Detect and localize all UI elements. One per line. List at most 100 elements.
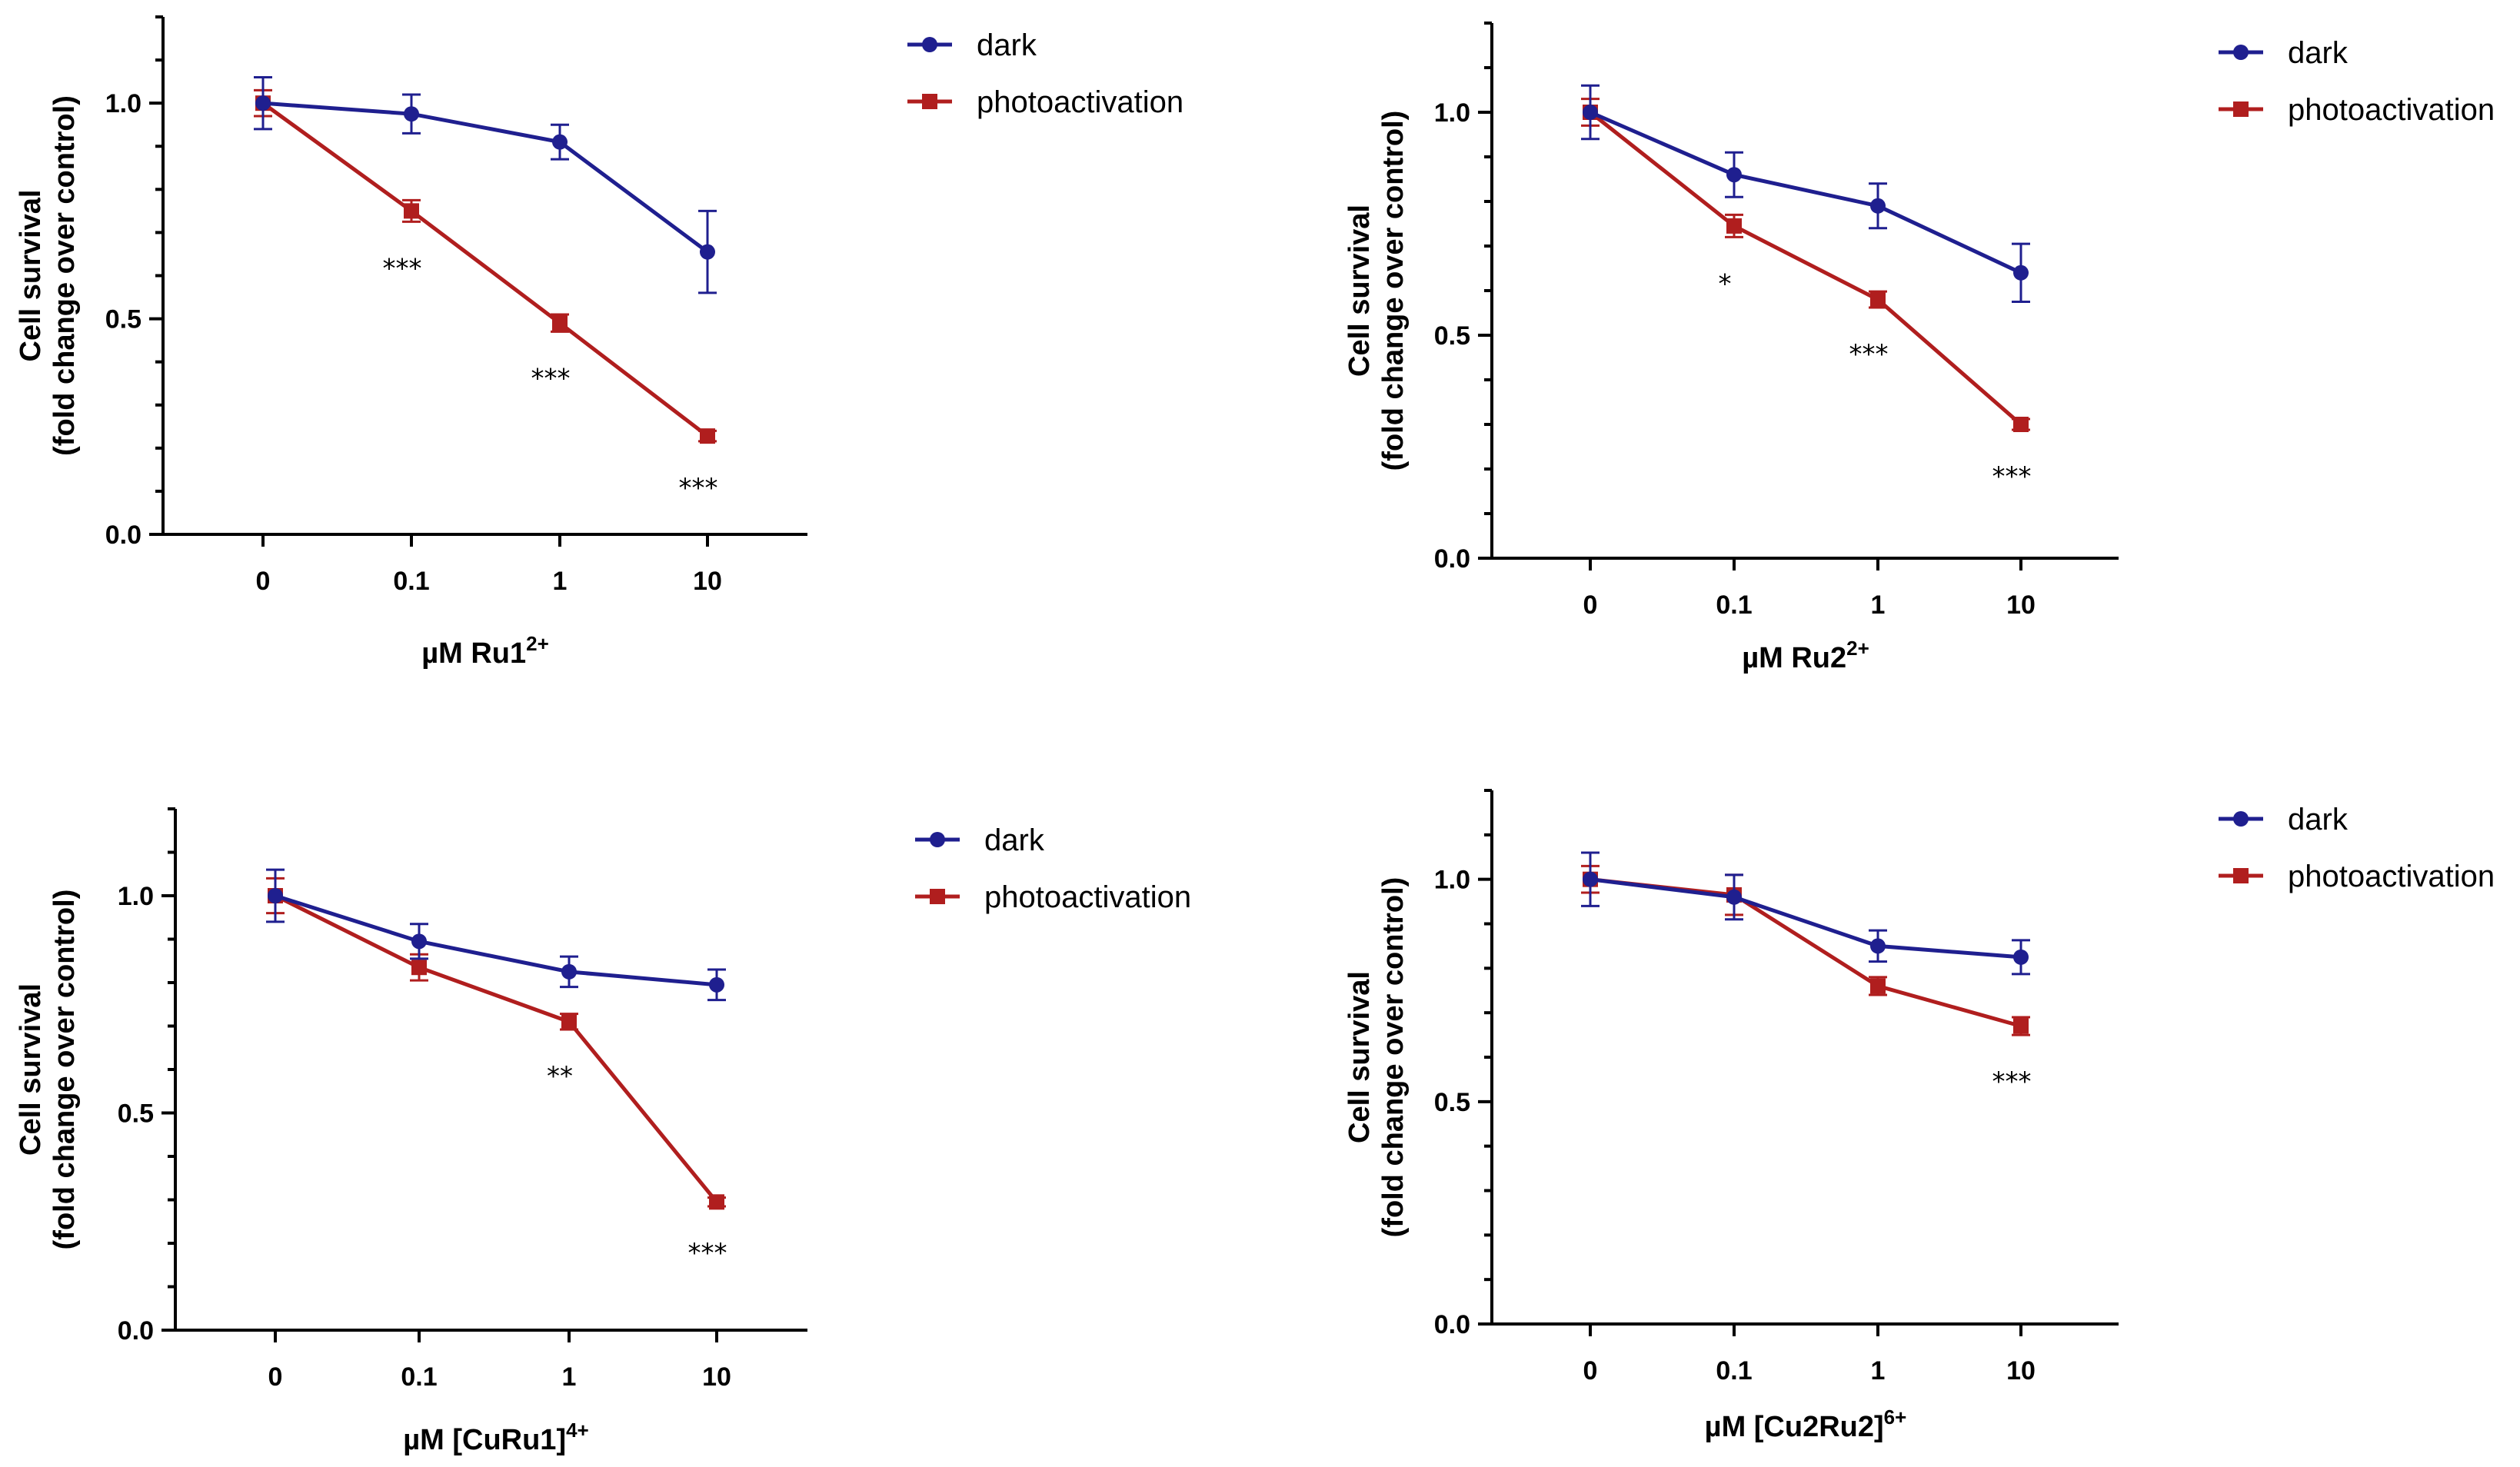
legend-dark-label: dark [977, 28, 1037, 62]
data-point-dark [268, 888, 283, 903]
x-axis-label: µM [Cu2Ru2]6+ [1705, 1405, 1907, 1443]
significance-annotation: ** [547, 1061, 573, 1092]
data-point-dark [1870, 938, 1886, 954]
y-tick-label: 0.5 [118, 1099, 154, 1129]
y-tick-label: 1.0 [1434, 98, 1470, 128]
x-tick-label: 0 [1583, 1356, 1598, 1386]
data-point-photoactivation [404, 203, 419, 219]
legend-dark-marker [930, 832, 945, 847]
data-point-photoactivation [1726, 218, 1742, 234]
x-tick-label: 10 [2006, 1356, 2036, 1386]
legend-photoactivation-marker [2233, 868, 2249, 883]
legend-dark-marker [2233, 811, 2249, 827]
y-tick-label: 0.0 [105, 521, 141, 550]
y-axis-label-sub: (fold change over control) [1377, 111, 1410, 471]
legend-photoactivation-marker [2233, 101, 2249, 117]
data-point-dark [2013, 264, 2029, 281]
chart-panel-bottom-left: 0.0 0.5 1.0 0 0.1 1 10 Cell survival (fold chang… [15, 807, 1191, 1456]
x-axis-label: µM [CuRu1]4+ [403, 1419, 589, 1456]
legend: dark photoactivation [2219, 803, 2495, 893]
data-point-dark [255, 95, 271, 111]
significance-annotation: *** [383, 253, 422, 284]
y-tick-label: 1.0 [118, 882, 154, 911]
legend-dark-label: dark [2288, 803, 2349, 837]
significance-annotation: *** [1992, 1066, 2032, 1097]
legend-photoactivation-marker [922, 94, 937, 109]
y-tick-label: 0.0 [1434, 1310, 1470, 1339]
data-point-photoactivation [2013, 417, 2029, 432]
data-point-dark [2013, 949, 2029, 965]
x-tick-label: 0 [268, 1362, 283, 1392]
x-axis-label: µM Ru12+ [421, 632, 549, 670]
series-line-photoactivation [261, 101, 709, 438]
data-point-dark [1726, 167, 1742, 183]
data-point-dark [1583, 105, 1598, 120]
x-tick-label: 0.1 [401, 1362, 437, 1392]
data-point-dark [700, 244, 715, 260]
data-point-dark [561, 963, 577, 980]
significance-annotation: *** [1849, 339, 1889, 370]
legend-photoactivation-label: photoactivation [984, 880, 1191, 914]
x-tick-label: 10 [2006, 590, 2036, 620]
y-axis-label-sub: (fold change over control) [48, 95, 81, 456]
legend-dark-label: dark [2288, 36, 2349, 70]
y-tick-label: 1.0 [1434, 866, 1470, 895]
data-point-photoactivation [1870, 978, 1886, 994]
significance-annotation: *** [679, 473, 718, 504]
data-point-photoactivation [1870, 291, 1886, 308]
significance-annotation: * [1719, 268, 1732, 299]
series-line-dark [1590, 877, 2022, 960]
x-tick-label: 0.1 [1716, 590, 1752, 620]
series-line-dark [1590, 110, 2022, 275]
data-point-dark [1870, 198, 1886, 214]
data-point-photoactivation [700, 428, 715, 444]
data-point-dark [411, 933, 427, 950]
legend: dark photoactivation [915, 823, 1191, 914]
legend-photoactivation-marker [930, 889, 945, 904]
x-tick-label: 1 [562, 1362, 577, 1392]
y-axis-label: Cell survival [1343, 205, 1376, 377]
x-tick-label: 0.1 [393, 567, 429, 596]
significance-annotation: *** [531, 363, 571, 394]
significance-annotation: *** [1992, 461, 2032, 492]
y-tick-label: 0.5 [1434, 321, 1470, 351]
legend-dark-marker [2233, 45, 2249, 60]
chart-panel-bottom-right: 0.0 0.5 1.0 0 0.1 1 10 Cell survival (fold chang… [1343, 789, 2495, 1443]
legend-dark-label: dark [984, 823, 1045, 857]
chart-panel-top-right: 0.0 0.5 1.0 0 0.1 1 10 Cell survival (fold chang… [1343, 22, 2495, 674]
legend-photoactivation-label: photoactivation [977, 85, 1183, 119]
significance-annotation: *** [688, 1238, 727, 1269]
x-tick-label: 0.1 [1716, 1356, 1752, 1386]
legend-photoactivation-label: photoactivation [2288, 860, 2495, 893]
series-line-photoactivation [1589, 111, 2022, 426]
legend: dark photoactivation [907, 28, 1183, 119]
y-tick-label: 1.0 [105, 89, 141, 118]
y-tick-label: 0.0 [118, 1316, 154, 1346]
x-axis-label: µM Ru22+ [1742, 637, 1869, 674]
data-point-photoactivation [2013, 1018, 2029, 1034]
legend-photoactivation-label: photoactivation [2288, 93, 2495, 127]
data-point-dark [404, 106, 419, 122]
legend-dark-marker [922, 37, 937, 52]
x-tick-label: 1 [1871, 1356, 1886, 1386]
y-axis-label: Cell survival [15, 190, 47, 362]
x-tick-label: 0 [256, 567, 271, 596]
data-point-photoactivation [411, 960, 427, 976]
legend: dark photoactivation [2219, 36, 2495, 127]
data-point-photoactivation [561, 1013, 577, 1030]
x-tick-label: 10 [702, 1362, 731, 1392]
data-point-photoactivation [552, 315, 568, 331]
y-axis-label-sub: (fold change over control) [48, 890, 81, 1250]
y-axis-label: Cell survival [15, 983, 47, 1156]
y-tick-label: 0.5 [1434, 1088, 1470, 1117]
series-line-dark [262, 101, 709, 254]
data-point-photoactivation [709, 1194, 724, 1210]
data-point-dark [1583, 871, 1598, 887]
y-tick-label: 0.5 [105, 305, 141, 334]
data-point-dark [1726, 889, 1742, 905]
x-tick-label: 1 [553, 567, 568, 596]
data-point-dark [709, 976, 724, 993]
chart-panel-top-left: 0.0 0.5 1.0 0 0.1 1 10 Cell survival (fold chang… [15, 15, 1183, 670]
x-tick-label: 10 [693, 567, 722, 596]
